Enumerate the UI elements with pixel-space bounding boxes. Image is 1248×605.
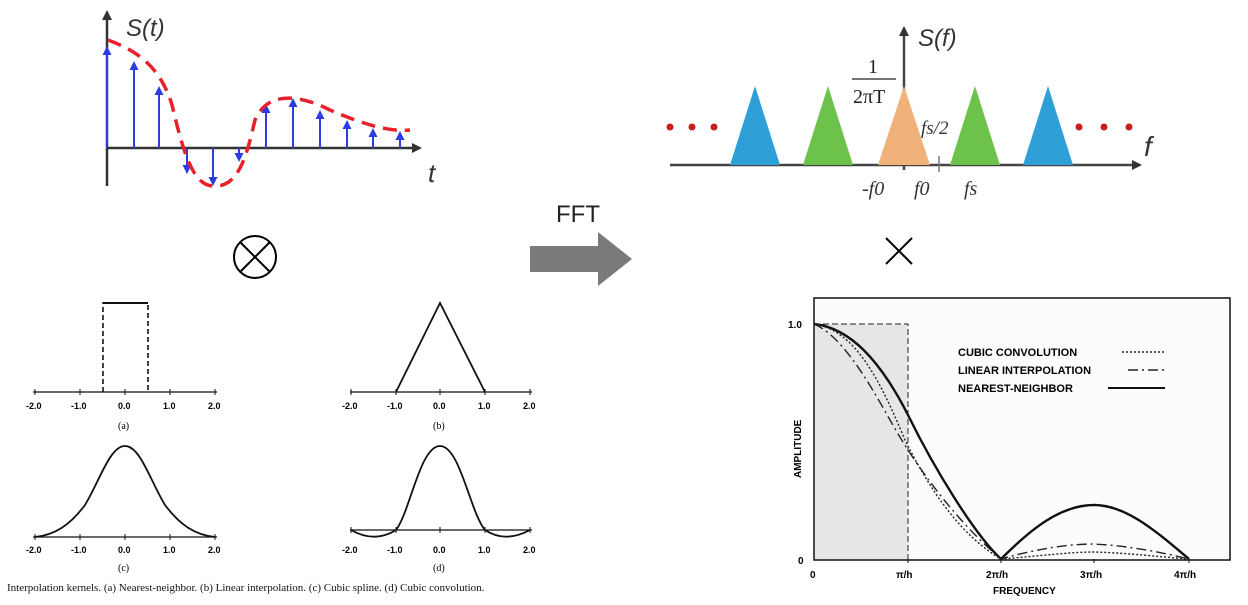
signal-envelope	[107, 38, 411, 188]
kernel-b-tick-3: 1.0	[478, 401, 491, 411]
kernel-d-tick-1: -1.0	[387, 545, 403, 555]
kernel-b-tick-1: -1.0	[387, 401, 403, 411]
amplitude-denominator: 2πT	[853, 86, 885, 108]
kernel-b-tick-2: 0.0	[433, 401, 446, 411]
kernel-a-tick-2: 0.0	[118, 401, 131, 411]
kernel-b-plot: -2.0 -1.0 0.0 1.0 2.0 (b)	[342, 300, 536, 432]
legend-linear-interpolation: LINEAR INTERPOLATION	[958, 365, 1091, 377]
freq-x-tick-1: π/h	[896, 570, 913, 581]
freq-x-tick-4: 4π/h	[1174, 570, 1196, 581]
kernel-c-tick-3: 1.0	[163, 545, 176, 555]
kernel-b-tick-4: 2.0	[523, 401, 536, 411]
nearest-neighbor-shading	[815, 324, 908, 559]
kernel-c-tick-0: -2.0	[26, 545, 42, 555]
kernel-a-tick-1: -1.0	[71, 401, 87, 411]
kernel-a-tick-4: 2.0	[208, 401, 221, 411]
replica-green-right	[950, 86, 1000, 165]
kernel-c-tick-4: 2.0	[208, 545, 221, 555]
kernel-b-tick-0: -2.0	[342, 401, 358, 411]
fft-arrow: FFT	[530, 201, 632, 286]
spectrum-ylabel: S(f)	[918, 25, 957, 52]
time-signal-plot: S(t) t	[102, 10, 437, 188]
spectrum-xlabel: f	[1144, 131, 1155, 162]
kernels-caption: Interpolation kernels. (a) Nearest-neigh…	[7, 582, 485, 594]
kernel-d-label: (d)	[433, 563, 445, 574]
freq-x-origin: 0	[810, 570, 816, 581]
tick-neg-f0: -f0	[862, 178, 884, 200]
replica-blue-right	[1023, 86, 1073, 165]
kernel-b-curve	[395, 300, 486, 393]
ellipsis-left	[666, 123, 718, 131]
kernel-d-tick-3: 1.0	[478, 545, 491, 555]
fft-label: FFT	[556, 201, 600, 228]
spectral-replicas	[730, 86, 1073, 165]
kernel-d-curve	[350, 445, 531, 538]
freq-y-min: 0	[798, 556, 804, 567]
freq-legend: CUBIC CONVOLUTION LINEAR INTERPOLATION N…	[958, 347, 1165, 395]
kernel-d-tick-2: 0.0	[433, 545, 446, 555]
kernel-c-plot: -2.0 -1.0 0.0 1.0 2.0 (c)	[26, 445, 221, 574]
linear-interpolation-response	[813, 323, 1190, 560]
kernel-a-curve	[102, 302, 149, 392]
kernel-d-tick-0: -2.0	[342, 545, 358, 555]
legend-nearest-neighbor: NEAREST-NEIGHBOR	[958, 383, 1073, 395]
multiply-symbol	[885, 237, 913, 265]
legend-cubic-convolution: CUBIC CONVOLUTION	[958, 347, 1077, 359]
half-fs-label: fs/2	[921, 118, 949, 139]
tick-f0: f0	[914, 178, 930, 200]
tick-fs: fs	[964, 178, 978, 200]
time-ylabel: S(t)	[126, 15, 165, 42]
freq-y-max: 1.0	[788, 320, 802, 331]
spectrum-plot: S(f) f 1 2πT fs/2 -f0 f0 fs	[666, 25, 1155, 200]
kernel-a-tick-3: 1.0	[163, 401, 176, 411]
kernel-c-curve	[34, 445, 216, 538]
frequency-response-plot: 1.0 0 0 π/h 2π/h 3π/h 4π/h AMPLITUDE FRE…	[788, 297, 1231, 597]
freq-x-tick-3: 3π/h	[1080, 570, 1102, 581]
amplitude-numerator: 1	[868, 56, 878, 78]
sample-arrows	[102, 46, 405, 186]
baseband-triangle	[878, 86, 930, 165]
replica-green-left	[803, 86, 853, 165]
kernel-a-plot: -2.0 -1.0 0.0 1.0 2.0 (a)	[26, 302, 221, 432]
kernel-c-label: (c)	[118, 563, 129, 574]
kernel-d-tick-4: 2.0	[523, 545, 536, 555]
freq-xlabel: FREQUENCY	[993, 586, 1056, 597]
kernel-b-label: (b)	[433, 421, 445, 432]
replica-blue-left	[730, 86, 780, 165]
kernel-a-label: (a)	[118, 421, 129, 432]
kernel-d-plot: -2.0 -1.0 0.0 1.0 2.0 (d)	[342, 445, 536, 574]
kernel-c-tick-1: -1.0	[71, 545, 87, 555]
kernel-a-tick-0: -2.0	[26, 401, 42, 411]
kernel-c-tick-2: 0.0	[118, 545, 131, 555]
time-xlabel: t	[428, 158, 437, 188]
nearest-neighbor-box	[814, 323, 909, 559]
freq-ylabel: AMPLITUDE	[793, 419, 804, 478]
ellipsis-right	[1075, 123, 1133, 131]
freq-x-tick-2: 2π/h	[986, 570, 1008, 581]
convolution-symbol	[233, 235, 277, 279]
